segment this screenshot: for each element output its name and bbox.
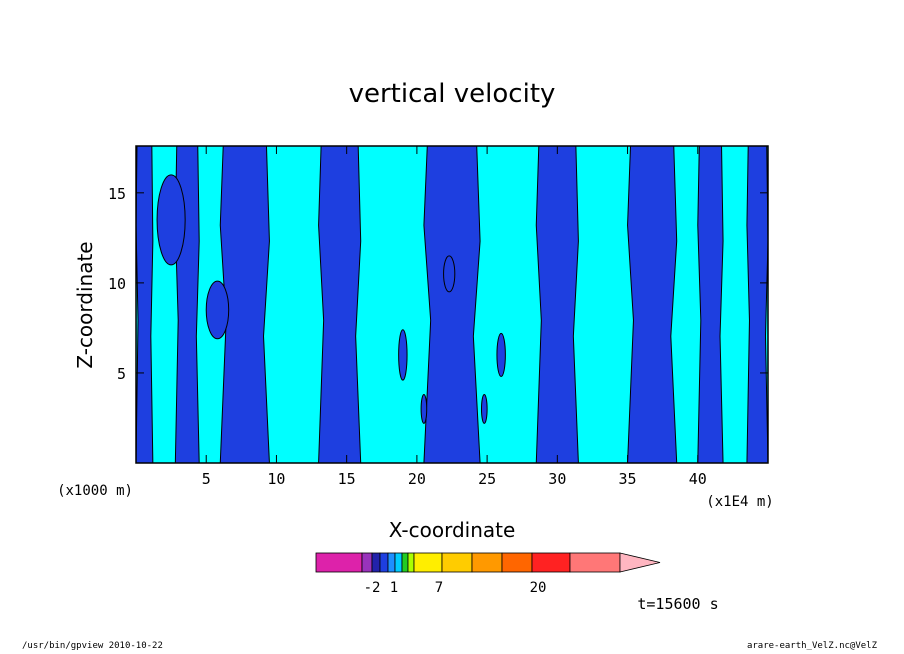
x-tick-label: 15	[338, 470, 356, 488]
x-tick-label: 40	[689, 470, 707, 488]
colorbar-cell	[501, 552, 533, 573]
contour-blob	[420, 394, 428, 424]
footer-left: /usr/bin/gpview 2010-10-22	[22, 641, 163, 651]
colorbar-cell	[407, 552, 415, 573]
colorbar-cell	[371, 552, 381, 573]
contour-region	[627, 145, 678, 464]
contour-region	[535, 145, 579, 464]
colorbar-level-label: 1	[390, 580, 398, 596]
colorbar: -2 1 7 20	[315, 552, 661, 596]
colorbar-cell	[387, 552, 396, 573]
colorbar-cell	[379, 552, 389, 573]
contour-region	[423, 145, 481, 464]
x-axis-label: X-coordinate	[389, 518, 516, 542]
plot-frame	[135, 145, 769, 464]
colorbar-cell	[569, 552, 621, 573]
contour-region	[697, 145, 724, 464]
x-tick-label: 5	[202, 470, 211, 488]
x-tick-label: 35	[619, 470, 637, 488]
contour-blob	[496, 332, 506, 378]
footer-right: arare-earth_VelZ.nc@VelZ	[746, 641, 877, 651]
colorbar-cell	[441, 552, 473, 573]
contour-blob	[443, 255, 456, 293]
contour-region	[318, 145, 362, 464]
colorbar-level-label: -2	[364, 580, 381, 596]
y-tick-label: 10	[108, 275, 126, 293]
y-axis-label: Z-coordinate	[73, 241, 97, 368]
x-unit-left: (x1000 m)	[57, 483, 133, 499]
colorbar-cell	[361, 552, 373, 573]
colorbar-cell	[401, 552, 409, 573]
x-tick-label: 30	[548, 470, 566, 488]
colorbar-extend-arrow	[619, 552, 661, 573]
contour-region	[135, 145, 154, 464]
y-tick-label: 15	[108, 185, 126, 203]
chart-title: vertical velocity	[349, 79, 556, 109]
colorbar-cell	[394, 552, 403, 573]
colorbar-cell	[413, 552, 443, 573]
contour-blob	[156, 174, 186, 266]
plot-area: 5 10 15 20 25 30 35 40 5 10 15	[108, 145, 769, 488]
contour-blob	[398, 329, 408, 381]
colorbar-cell	[531, 552, 571, 573]
time-label: t=15600 s	[637, 595, 718, 613]
contour-blob	[205, 280, 230, 340]
x-tick-label: 10	[267, 470, 285, 488]
x-unit-right: (x1E4 m)	[706, 494, 773, 510]
y-tick-label: 5	[117, 365, 126, 383]
x-tick-label: 25	[478, 470, 496, 488]
contour-blob	[480, 394, 488, 424]
x-tick-label: 20	[408, 470, 426, 488]
colorbar-cell	[471, 552, 503, 573]
contour-region	[746, 145, 769, 464]
colorbar-level-label: 7	[435, 580, 443, 596]
colorbar-cell	[315, 552, 363, 573]
colorbar-level-label: 20	[530, 580, 547, 596]
